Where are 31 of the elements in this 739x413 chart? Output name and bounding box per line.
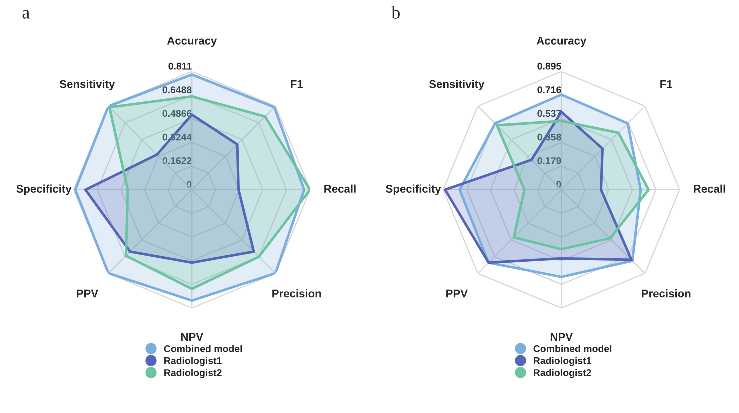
legend-label: Radiologist2 — [534, 369, 592, 378]
legend-label: Radiologist1 — [534, 357, 592, 366]
spoke-label: Specificity — [16, 184, 72, 196]
spoke-label: F1 — [291, 80, 304, 88]
spoke-label: Recall — [324, 184, 356, 193]
y-tick-label: 0.716 — [538, 86, 562, 94]
chart-title: a — [22, 10, 30, 19]
y-tick-label: 0.6488 — [162, 86, 192, 94]
spoke-label: NPV — [550, 333, 573, 341]
spoke-label: Sensitivity — [60, 80, 116, 90]
spoke-label: F1 — [660, 80, 673, 88]
legend-label: Combined model — [534, 345, 612, 352]
spoke-label: Recall — [694, 184, 726, 193]
spoke-label: Precision — [642, 290, 691, 298]
spoke-label: Accuracy — [536, 37, 587, 48]
y-tick-label: 0.895 — [538, 62, 562, 70]
y-tick-label: 0.1622 — [162, 158, 192, 164]
legend-label: Radiologist2 — [164, 369, 222, 378]
spoke-label: PPV — [446, 290, 468, 298]
y-tick-label: 0.4866 — [162, 110, 192, 118]
y-tick-label: 0.179 — [538, 158, 562, 164]
spoke-label: NPV — [181, 333, 204, 341]
spoke-label: PPV — [77, 290, 98, 298]
spoke-label: Specificity — [386, 184, 442, 196]
legend-label: Radiologist1 — [164, 357, 222, 366]
chart-title: b — [392, 6, 400, 19]
spoke-label: Accuracy — [167, 37, 218, 48]
spoke-label: Sensitivity — [429, 80, 485, 90]
y-tick-label: 0.811 — [168, 62, 192, 70]
legend-label: Combined model — [164, 345, 242, 352]
spoke-label: Precision — [272, 290, 322, 298]
